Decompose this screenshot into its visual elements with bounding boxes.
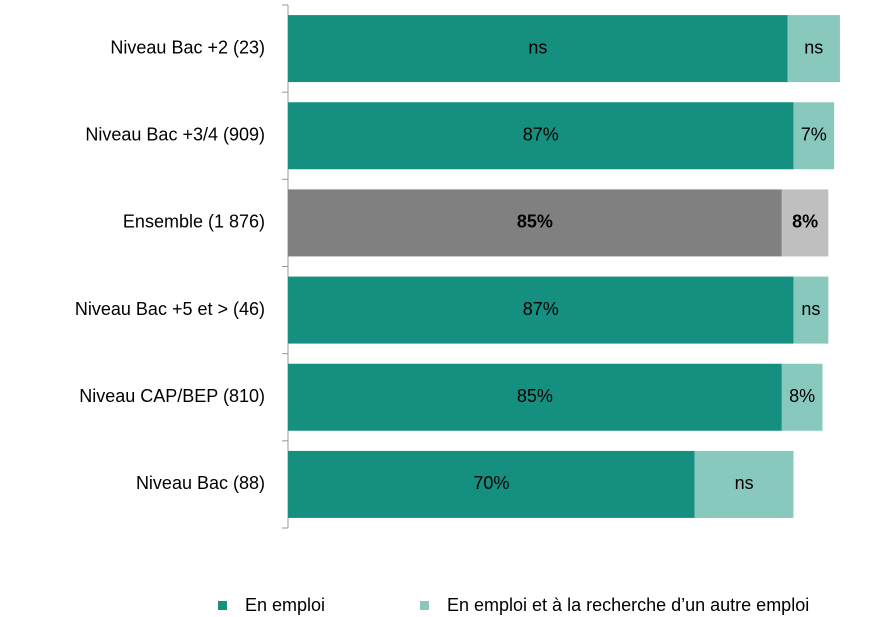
bar-segment (288, 189, 782, 257)
value-label: 87% (523, 299, 559, 319)
bar-segment (793, 102, 835, 170)
value-label: ns (801, 299, 820, 319)
bar-segment (288, 102, 794, 170)
y-tick-label: Niveau CAP/BEP (810) (79, 386, 265, 406)
value-label: 87% (523, 125, 559, 145)
bar-segment (288, 276, 794, 344)
legend-label: En emploi (245, 595, 325, 615)
value-label: 7% (801, 125, 827, 145)
y-tick-label: Niveau Bac +5 et > (46) (75, 299, 265, 319)
bar-segment (288, 450, 695, 518)
y-tick-label: Niveau Bac +3/4 (909) (85, 125, 265, 145)
legend-swatch (218, 601, 227, 610)
value-label: ns (804, 37, 823, 57)
bar-segment (694, 450, 794, 518)
y-tick-label: Ensemble (1 876) (123, 212, 265, 232)
legend-swatch (420, 601, 429, 610)
bar-segment (288, 363, 782, 431)
bar-segment (781, 189, 829, 257)
bar-segment (793, 276, 829, 344)
value-label: 85% (517, 212, 553, 232)
value-label: 8% (789, 386, 815, 406)
y-tick-label: Niveau Bac +2 (23) (110, 37, 265, 57)
value-label: 70% (473, 473, 509, 493)
value-label: 8% (792, 212, 818, 232)
value-label: ns (735, 473, 754, 493)
value-label: ns (528, 37, 547, 57)
y-tick-label: Niveau Bac (88) (136, 473, 265, 493)
bar-segment (787, 15, 840, 83)
bar-segment (288, 15, 788, 83)
value-label: 85% (517, 386, 553, 406)
legend-label: En emploi et à la recherche d’un autre e… (447, 595, 809, 615)
bar-segment (781, 363, 823, 431)
